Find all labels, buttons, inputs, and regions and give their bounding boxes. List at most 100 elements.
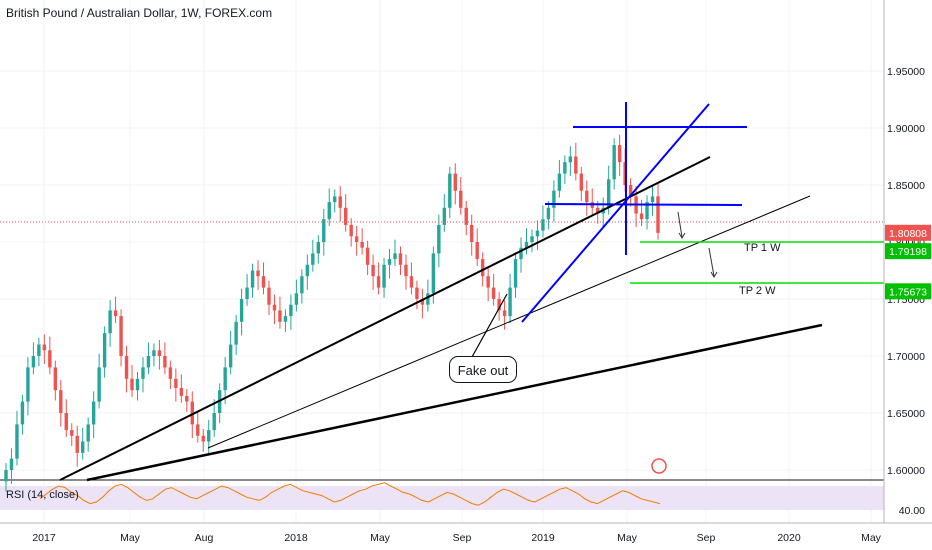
candle-body: [656, 196, 660, 233]
target-2-tag: [885, 283, 931, 300]
time-tick-0: 2017: [32, 532, 56, 544]
target-2-value: 1.75673: [889, 286, 927, 298]
candle-body: [596, 207, 600, 214]
candle-body: [448, 173, 452, 208]
rsi-line: [39, 482, 661, 506]
candle-body: [612, 145, 616, 180]
candle-body: [530, 236, 534, 242]
candle-body: [75, 435, 79, 453]
candle-body: [491, 287, 496, 299]
candle-body: [278, 310, 282, 322]
candle-body: [639, 213, 644, 220]
trendline-mid: [207, 195, 811, 449]
candle-body: [365, 247, 370, 265]
candle-body: [157, 350, 162, 356]
time-tick-8: Sep: [697, 532, 716, 544]
candle-body: [212, 413, 216, 431]
rsi-pane: [0, 479, 884, 510]
candle-body: [239, 299, 244, 322]
candle-body: [37, 344, 41, 356]
candle-body: [283, 316, 288, 322]
candle-body: [645, 202, 649, 220]
candle-body: [415, 287, 419, 299]
candle-body: [267, 287, 271, 305]
candle-body: [404, 264, 408, 277]
candle-body: [31, 356, 36, 368]
candle-body: [343, 207, 348, 225]
candle-body: [486, 276, 490, 288]
candle-body: [508, 287, 512, 317]
candle-body: [475, 242, 479, 260]
candle-body: [354, 236, 359, 242]
candle-body: [387, 259, 392, 265]
time-tick-3: 2018: [284, 532, 308, 544]
candle-body: [617, 145, 622, 163]
candle-body: [190, 401, 194, 425]
candle-body: [393, 253, 397, 260]
candle-body: [124, 356, 129, 379]
candle-body: [42, 344, 47, 351]
candle-body: [228, 344, 233, 368]
candle-body: [272, 304, 277, 311]
candle-body: [552, 190, 556, 208]
candle-body: [606, 179, 611, 208]
candle-body: [502, 310, 507, 317]
last-price-value: 1.80808: [889, 228, 927, 240]
candle-body: [102, 333, 107, 368]
candle-body: [245, 287, 249, 299]
rsi-tick: 40.00: [899, 505, 925, 517]
price-tick-0: 1.95000: [887, 66, 925, 78]
candle-body: [322, 219, 326, 242]
candle-body: [470, 224, 474, 242]
candle-body: [398, 253, 403, 265]
price-tick-1: 1.90000: [887, 123, 925, 135]
candle-body: [349, 224, 353, 237]
time-axis[interactable]: 2017 May Aug 2018 May Sep 2019 May Sep 2020 May: [0, 522, 932, 544]
candle-body: [305, 264, 310, 277]
candle-body: [223, 367, 227, 391]
candle-body: [579, 173, 583, 191]
candle-body: [234, 321, 238, 345]
candle-body: [453, 173, 457, 191]
chart-title: British Pound / Australian Dollar, 1W, F…: [6, 6, 273, 20]
price-axis[interactable]: 1.950001.900001.850001.800001.750001.700…: [883, 0, 931, 523]
candle-body: [179, 387, 184, 396]
price-tick-7: 1.60000: [887, 465, 925, 477]
pattern-rising-line: [521, 103, 710, 323]
candle-body: [557, 173, 562, 191]
candle-body: [585, 190, 589, 203]
candle-body: [568, 156, 573, 163]
arrow-to-tp2: [708, 247, 715, 277]
candle-body: [113, 310, 118, 317]
candle-body: [250, 270, 255, 288]
candle-body: [650, 196, 655, 203]
trendline-upper: [59, 156, 711, 481]
candle-body: [168, 367, 173, 379]
time-tick-2: Aug: [195, 532, 214, 544]
trendline-lower: [86, 323, 823, 482]
candle-body: [535, 230, 540, 237]
candle-body: [4, 470, 8, 482]
tp1-label: TP 1 W: [744, 242, 781, 254]
tp2-label: TP 2 W: [739, 285, 776, 297]
candle-body: [135, 378, 140, 391]
candle-body: [15, 424, 19, 459]
candle-body: [174, 378, 178, 388]
candle-body: [294, 293, 299, 305]
candle-body: [409, 276, 414, 288]
arrow-to-tp1: [677, 211, 683, 238]
price-tick-2: 1.85000: [887, 180, 925, 192]
candle-body: [541, 219, 545, 231]
rsi-indicator-label[interactable]: RSI (14, close): [6, 489, 79, 501]
candle-body: [442, 207, 447, 225]
time-tick-1: May: [120, 532, 141, 544]
candle-body: [376, 276, 381, 288]
pattern-mid-line: [544, 203, 743, 206]
candle-body: [311, 253, 315, 265]
time-tick-6: 2019: [531, 532, 555, 544]
time-tick-9: 2020: [777, 532, 801, 544]
candle-body: [256, 270, 260, 277]
candle-body: [152, 350, 156, 356]
candle-body: [524, 242, 529, 248]
